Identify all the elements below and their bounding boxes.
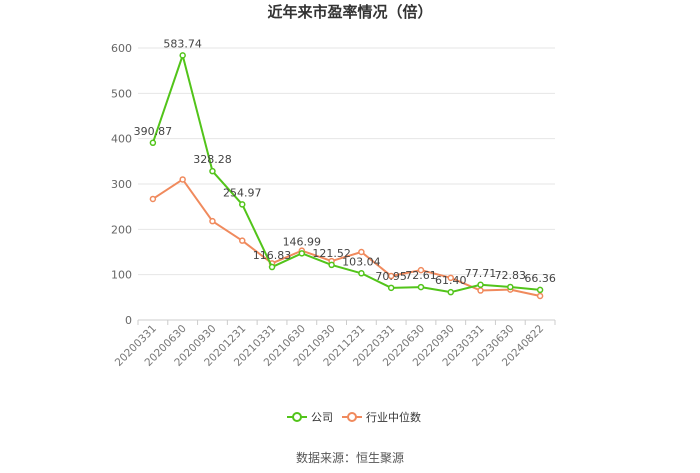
data-label-company: 61.40 — [435, 274, 467, 287]
data-point-industry-median[interactable] — [149, 195, 157, 203]
y-tick-label: 200 — [111, 223, 132, 236]
series — [149, 52, 544, 300]
data-point-industry-median[interactable] — [417, 266, 425, 274]
data-point-company[interactable] — [239, 201, 246, 208]
y-tick-label: 0 — [125, 314, 132, 327]
data-label-company: 146.99 — [283, 235, 322, 248]
data-label-company: 72.83 — [495, 269, 527, 282]
data-point-company[interactable] — [417, 283, 425, 291]
data-point-company[interactable] — [477, 281, 484, 289]
data-point-company[interactable] — [209, 167, 216, 175]
data-point-industry-median[interactable] — [179, 176, 186, 183]
series-line-company — [151, 54, 541, 294]
y-tick-label: 600 — [111, 42, 132, 55]
data-point-industry-median[interactable] — [387, 272, 395, 280]
legend-item-company[interactable]: 公司 — [287, 411, 333, 424]
data-point-company[interactable] — [149, 139, 157, 147]
y-tick-label: 300 — [111, 178, 132, 191]
data-point-industry-median[interactable] — [536, 292, 544, 300]
data-label-company: 583.74 — [163, 37, 202, 50]
data-point-industry-median[interactable] — [209, 217, 216, 225]
legend-label-company: 公司 — [311, 411, 333, 424]
data-point-company[interactable] — [298, 250, 306, 257]
data-label-company: 70.95 — [375, 270, 407, 283]
data-label-company: 121.52 — [312, 247, 351, 260]
y-tick-label: 100 — [111, 269, 132, 282]
chart-title: 近年来市盈率情况（倍） — [267, 3, 432, 21]
data-label-company: 116.83 — [253, 249, 292, 262]
y-tick-label: 500 — [111, 87, 132, 100]
legend-item-industry-median[interactable]: 行业中位数 — [342, 410, 421, 424]
x-axis-ticks: 2020033120200630202009302020123120210331… — [113, 320, 556, 369]
data-label-company: 390.87 — [134, 125, 173, 138]
data-point-company[interactable] — [387, 284, 395, 292]
data-label-company: 328.28 — [193, 153, 232, 166]
data-point-industry-median[interactable] — [239, 237, 246, 244]
data-labels: 390.87 583.74 328.28 254.97 116.83146.99121.… — [134, 37, 556, 287]
data-label-company: 254.97 — [223, 186, 262, 199]
data-label-company: 72.61 — [405, 269, 437, 282]
data-point-company[interactable] — [358, 270, 365, 277]
series-line-industry-median — [152, 178, 541, 297]
data-point-company[interactable] — [507, 283, 514, 291]
data-point-industry-median[interactable] — [358, 248, 365, 256]
data-label-company: 103.04 — [342, 255, 381, 268]
legend-label-industry-median: 行业中位数 — [366, 410, 421, 424]
legend: 公司 行业中位数 — [287, 410, 421, 424]
grid — [138, 47, 555, 321]
data-point-company[interactable] — [179, 52, 186, 59]
y-tick-label: 400 — [111, 133, 132, 146]
data-label-company: 77.71 — [465, 267, 497, 280]
data-point-company[interactable] — [447, 288, 454, 296]
data-point-company[interactable] — [536, 286, 544, 294]
y-axis-ticks: 0 100 200 300 400 500 600 — [111, 42, 132, 327]
data-point-industry-median[interactable] — [447, 274, 454, 282]
data-source: 数据来源：恒生聚源 — [296, 450, 404, 465]
data-point-industry-median[interactable] — [477, 287, 484, 294]
data-point-company[interactable] — [328, 261, 335, 269]
data-point-company[interactable] — [268, 263, 276, 271]
data-label-company: 66.36 — [524, 272, 556, 285]
